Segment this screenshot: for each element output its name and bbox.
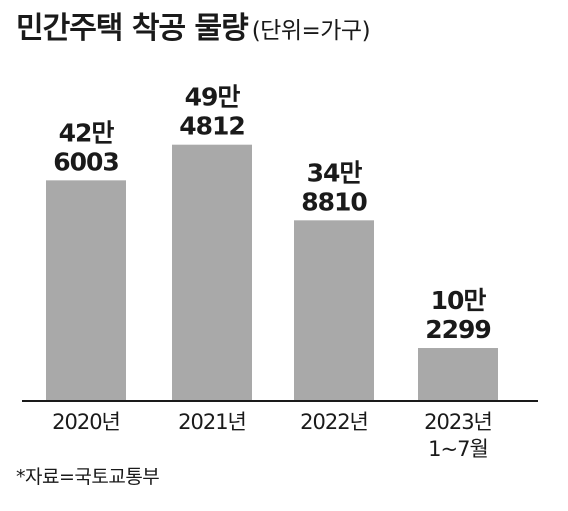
x-tick-label-2-0: 2022년 [300, 410, 368, 434]
x-tick-label-1-0: 2021년 [178, 410, 246, 434]
chart-unit: (단위=가구) [251, 18, 371, 44]
bar-2 [294, 220, 374, 401]
bar-1 [172, 144, 252, 401]
chart-title-row: 민간주택 착공 물량 (단위=가구) [16, 11, 371, 46]
value-label-0-1: 6003 [53, 147, 119, 176]
value-label-3-1: 2299 [425, 315, 491, 344]
x-tick-labels-group: 2020년 2021년 2022년 2023년 1~7월 [52, 410, 493, 461]
value-label-2-1: 8810 [301, 187, 367, 216]
value-label-0-0: 42만 [59, 118, 115, 147]
value-label-1-0: 49만 [185, 83, 241, 112]
x-tick-label-3-0: 2023년 [424, 410, 492, 434]
x-tick-label-3-1: 1~7월 [428, 437, 488, 461]
bar-0 [46, 180, 126, 401]
chart-title: 민간주택 착공 물량 [16, 11, 249, 46]
bar-3 [418, 348, 498, 401]
value-label-2-0: 34만 [307, 158, 363, 187]
bars-group [46, 144, 498, 401]
source-note: *자료=국토교통부 [16, 466, 160, 488]
value-label-3-0: 10만 [431, 286, 487, 315]
x-tick-label-0-0: 2020년 [52, 410, 120, 434]
value-label-1-1: 4812 [179, 112, 245, 141]
